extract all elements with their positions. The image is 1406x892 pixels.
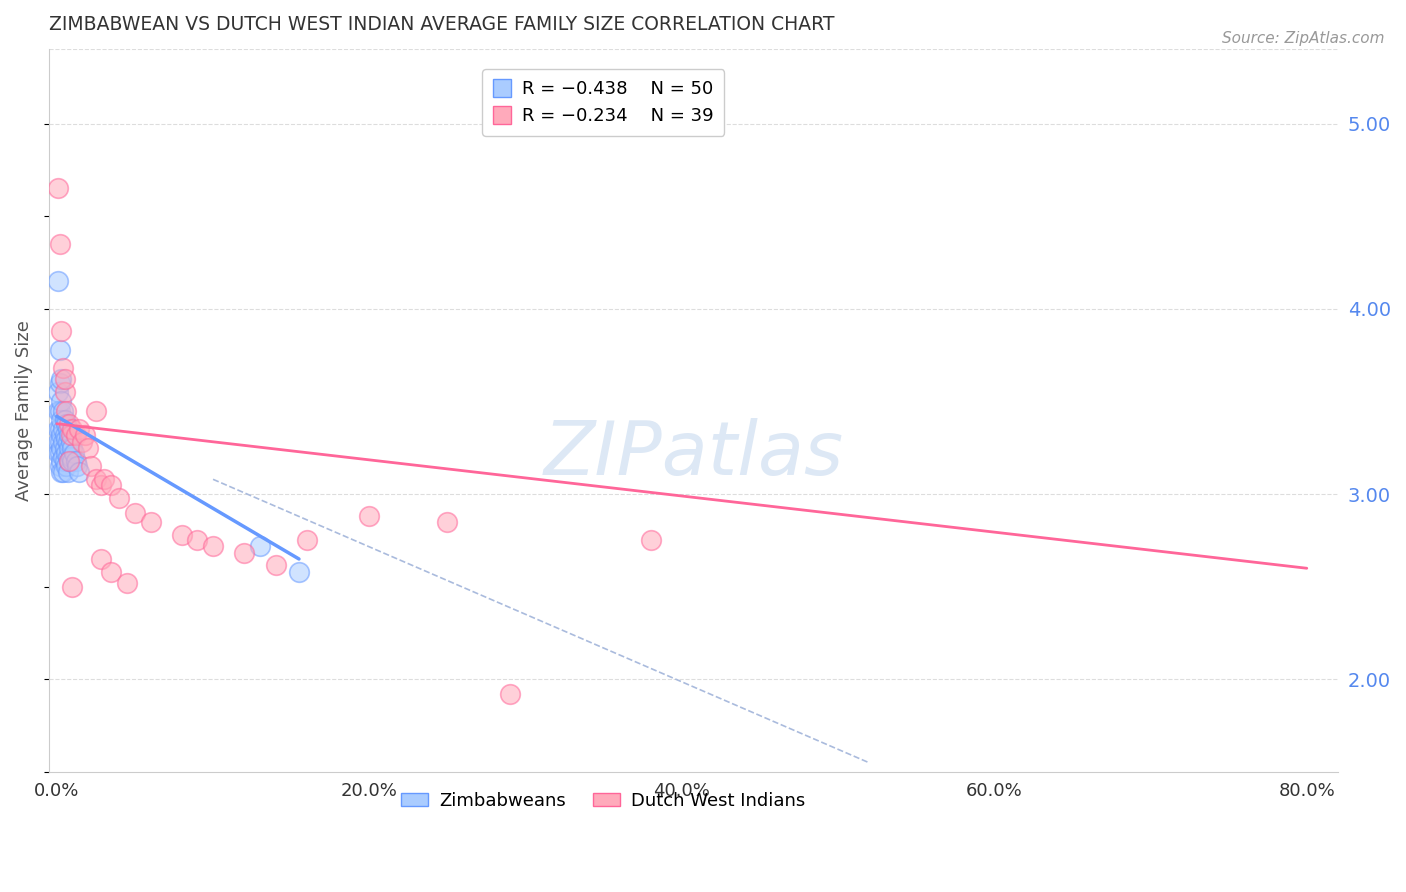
Text: Source: ZipAtlas.com: Source: ZipAtlas.com [1222,31,1385,46]
Point [359,509,381,524]
Point [640,533,662,548]
Point [63,446,86,460]
Point [46,385,69,400]
Point [51,465,73,479]
Point [65,427,87,442]
Point [56,422,79,436]
Point [46,422,69,436]
Point [58,427,80,442]
Point [46,274,69,288]
Point [62,422,84,436]
Point [55,417,77,431]
Point [295,533,318,548]
Point [52,465,75,479]
Y-axis label: Average Family Size: Average Family Size [15,320,32,501]
Point [62,580,84,594]
Point [49,459,72,474]
Point [56,465,79,479]
Point [93,472,115,486]
Point [55,432,77,446]
Point [59,450,82,464]
Point [139,515,162,529]
Point [233,546,256,560]
Point [53,441,76,455]
Point [49,343,72,357]
Point [100,478,122,492]
Point [49,446,72,460]
Point [108,491,131,505]
Point [77,441,100,455]
Point [62,441,84,455]
Point [58,441,80,455]
Point [56,450,79,464]
Point [115,576,138,591]
Point [90,552,112,566]
Point [59,427,82,442]
Point [51,454,73,468]
Point [58,454,80,468]
Point [186,533,208,548]
Point [46,435,69,450]
Point [51,372,73,386]
Point [51,413,73,427]
Point [46,446,69,460]
Point [124,506,146,520]
Point [70,435,93,450]
Point [52,422,75,436]
Point [52,403,75,417]
Point [49,237,72,252]
Point [49,435,72,450]
Point [249,539,271,553]
Point [84,403,107,417]
Point [499,687,522,701]
Point [66,459,89,474]
Point [58,454,80,468]
Point [49,403,72,417]
Point [55,459,77,474]
Point [53,385,76,400]
Point [53,427,76,442]
Point [264,558,287,572]
Point [53,413,76,427]
Point [49,422,72,436]
Point [56,435,79,450]
Point [100,565,122,579]
Point [52,435,75,450]
Point [436,515,458,529]
Point [53,454,76,468]
Text: ZIMBABWEAN VS DUTCH WEST INDIAN AVERAGE FAMILY SIZE CORRELATION CHART: ZIMBABWEAN VS DUTCH WEST INDIAN AVERAGE … [49,15,835,34]
Point [202,539,225,553]
Point [84,472,107,486]
Point [46,181,69,195]
Point [90,478,112,492]
Point [52,361,75,376]
Point [59,435,82,450]
Point [80,459,103,474]
Point [51,394,73,409]
Point [73,427,96,442]
Point [65,454,87,468]
Point [49,376,72,390]
Point [46,403,69,417]
Point [67,422,90,436]
Point [62,454,84,468]
Point [51,324,73,338]
Text: ZIPatlas: ZIPatlas [544,418,844,490]
Legend: Zimbabweans, Dutch West Indians: Zimbabweans, Dutch West Indians [394,785,813,817]
Point [288,565,311,579]
Point [51,427,73,442]
Point [170,528,193,542]
Point [53,372,76,386]
Point [52,450,75,464]
Point [51,441,73,455]
Point [58,417,80,431]
Point [55,403,77,417]
Point [55,446,77,460]
Point [67,465,90,479]
